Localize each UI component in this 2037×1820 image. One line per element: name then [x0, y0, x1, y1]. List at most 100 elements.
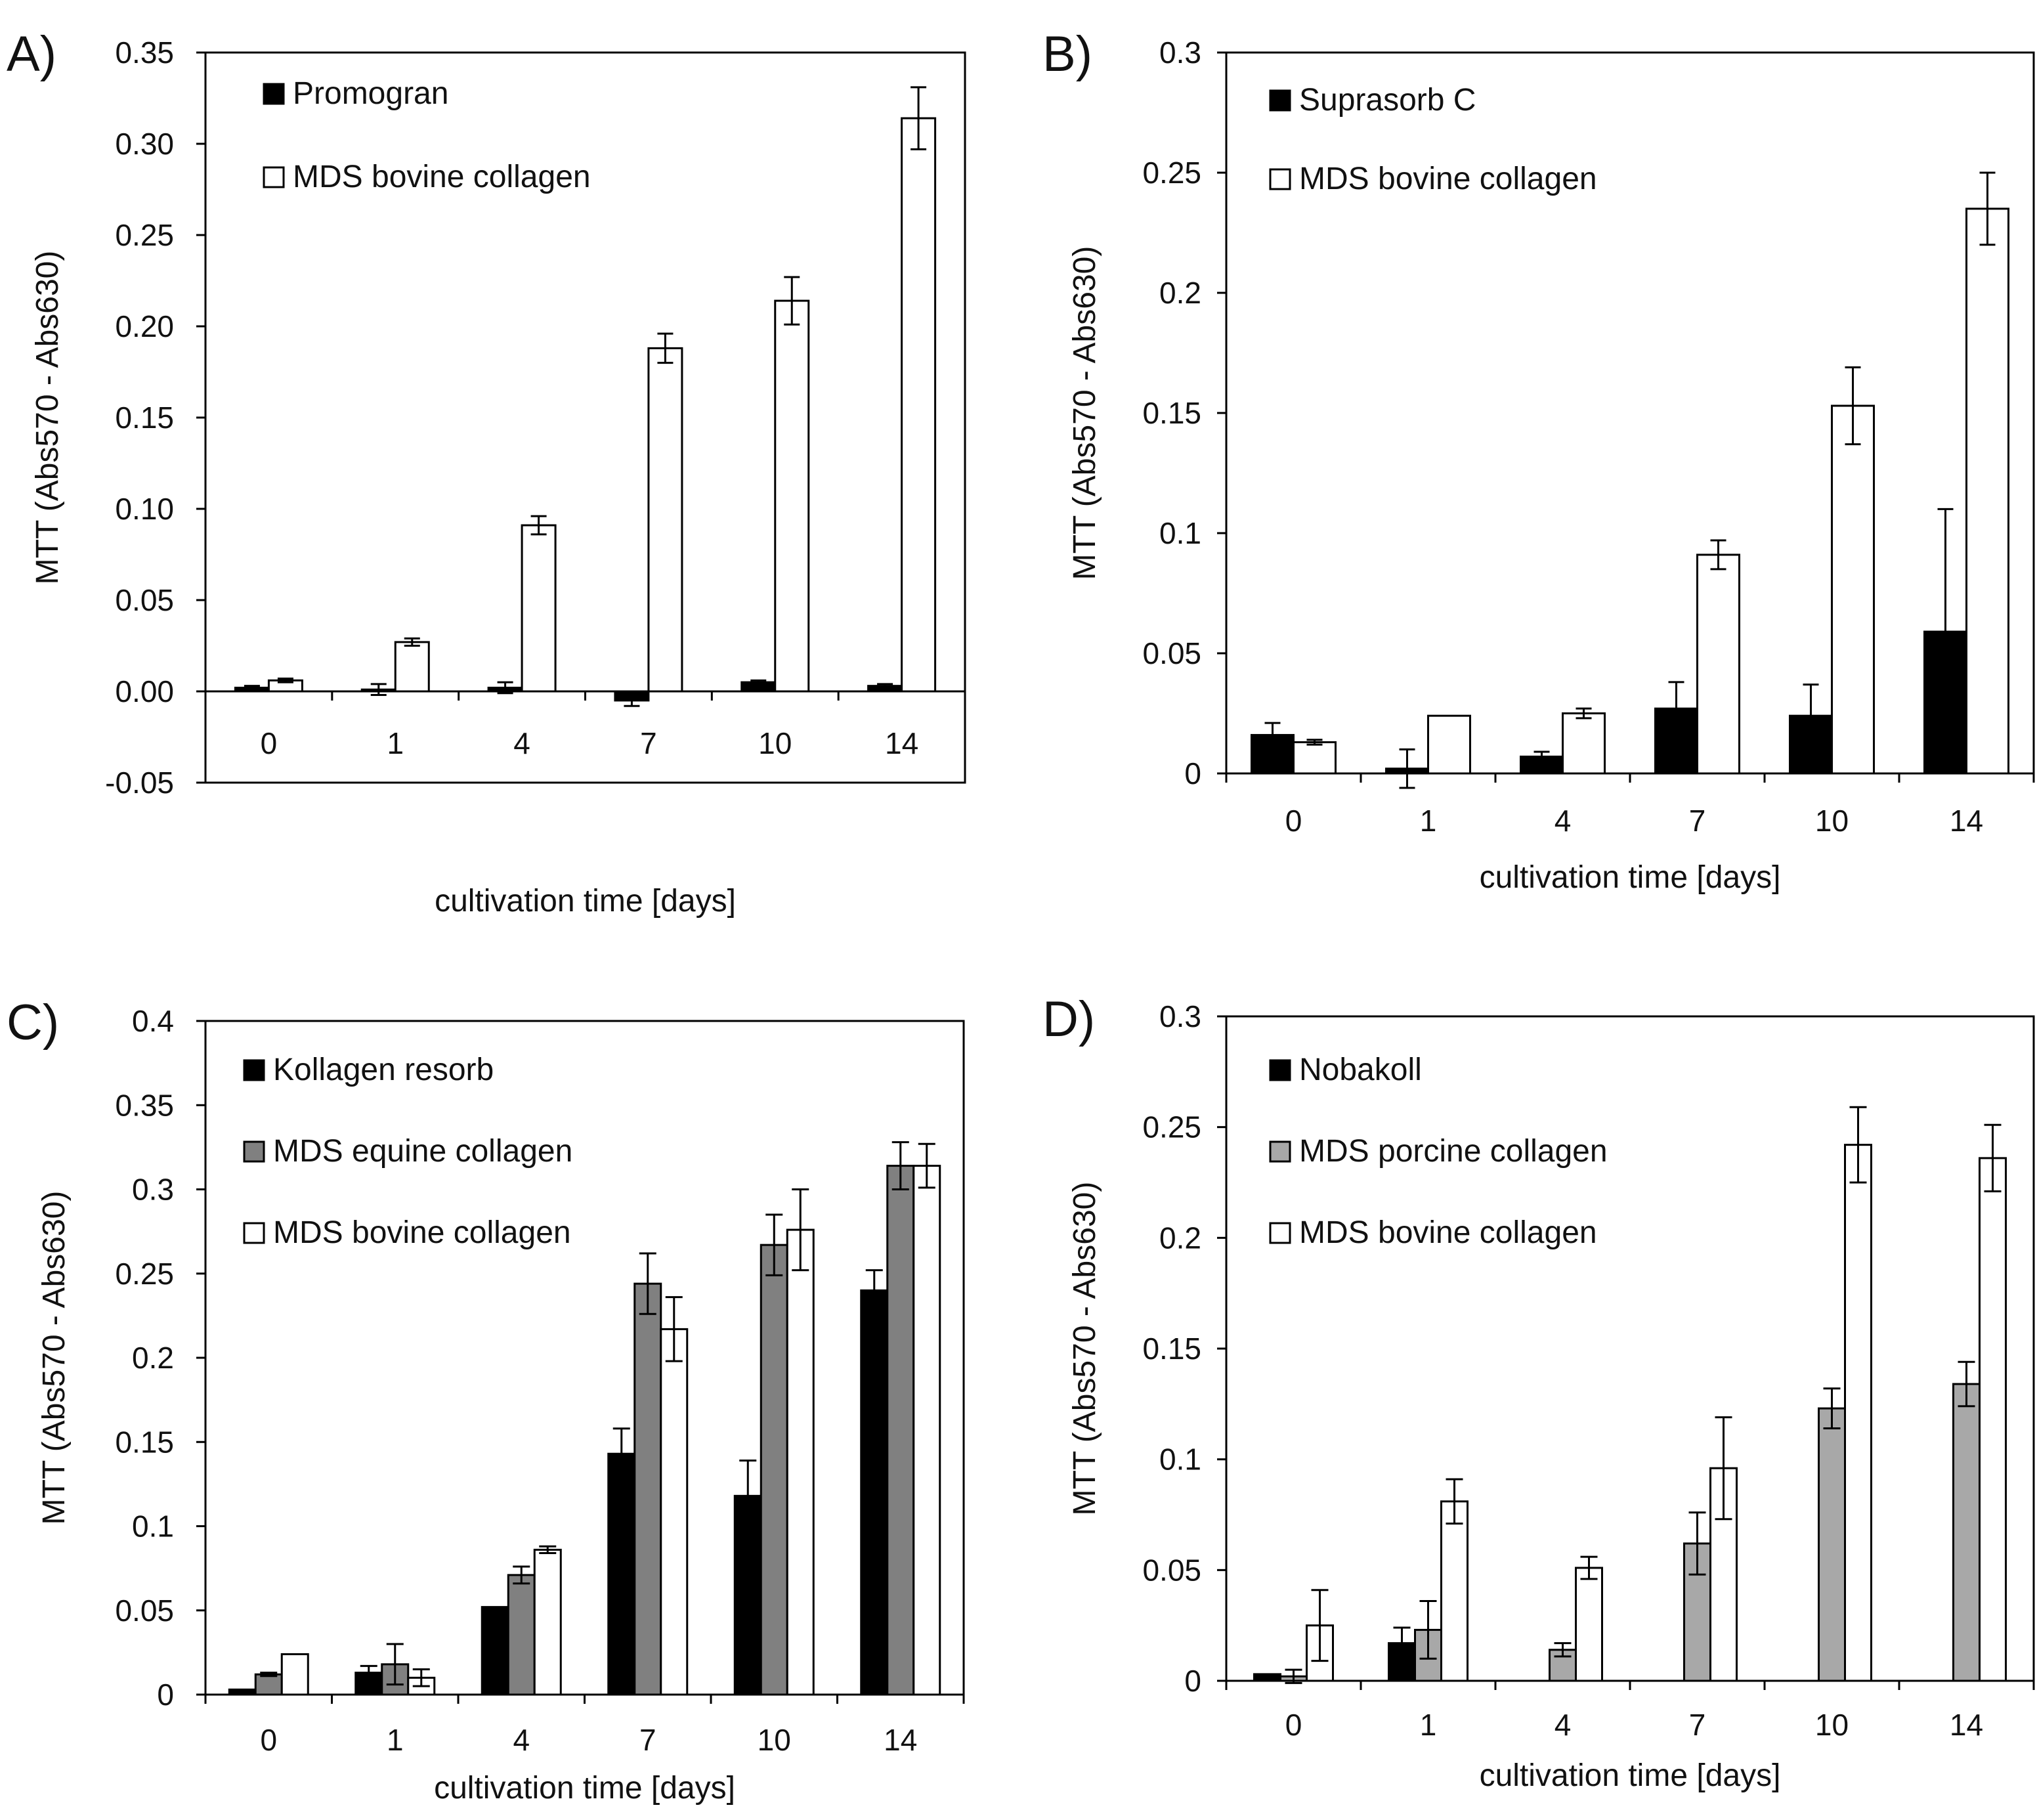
bar-c-s2-c0 [280, 1653, 309, 1696]
x-tick-label: 7 [1689, 1708, 1706, 1742]
bar-c-s1-c0 [254, 1673, 283, 1696]
legend-label: MDS bovine collagen [273, 1215, 571, 1250]
bar-c-s2-c4 [786, 1228, 815, 1696]
y-tick-label: 0.1 [132, 1509, 174, 1544]
x-axis-title: cultivation time [days] [1480, 1758, 1781, 1793]
x-tick-label: 0 [261, 726, 278, 760]
bar-c-s2-c2 [533, 1548, 562, 1696]
panel-label: C) [7, 995, 59, 1051]
bar-c-s2-c5 [912, 1165, 941, 1696]
bar-b-s1-c5 [1965, 207, 2009, 775]
bar-c-s1-c3 [633, 1282, 662, 1696]
y-axis-title: MTT (Abs570 - Abs630) [1067, 1182, 1102, 1516]
y-tick-label: 0 [1184, 756, 1201, 791]
bar-c-s0-c5 [860, 1289, 889, 1696]
x-tick-label: 10 [758, 726, 792, 760]
chart-panel-d: D)00.050.10.150.20.250.30 1 4 7 10 14Nobakoll… [1042, 991, 2035, 1793]
y-axis-title: MTT (Abs570 - Abs630) [1067, 246, 1102, 580]
y-tick-label: 0.15 [1142, 1332, 1201, 1366]
y-tick-label: 0.2 [1159, 276, 1201, 310]
bar-c-s0-c3 [607, 1452, 636, 1696]
legend-swatch [243, 1140, 265, 1163]
y-tick-label: 0.15 [1142, 396, 1201, 430]
legend-label: MDS bovine collagen [1299, 162, 1597, 196]
bar-d-s2-c2 [1575, 1567, 1603, 1682]
panel-label: D) [1042, 991, 1095, 1047]
y-tick-label: 0.3 [1159, 35, 1201, 70]
bar-b-s1-c0 [1293, 741, 1337, 775]
x-tick-label: 14 [1950, 804, 1983, 838]
legend-swatch [263, 166, 285, 188]
bar-d-s1-c5 [1952, 1383, 1981, 1682]
legend-label: MDS bovine collagen [293, 160, 591, 194]
x-tick-label: 10 [1815, 804, 1849, 838]
x-axis-title: cultivation time [days] [435, 884, 736, 919]
bar-b-s1-c2 [1562, 712, 1606, 775]
y-tick-label: 0.05 [1142, 1553, 1201, 1587]
x-axis-title: cultivation time [days] [1480, 860, 1781, 895]
bar-c-s0-c0 [228, 1688, 257, 1696]
y-axis-title: MTT (Abs570 - Abs630) [30, 251, 65, 585]
y-tick-label: 0.25 [1142, 1110, 1201, 1144]
legend-label: Kollagen resorb [273, 1052, 494, 1087]
x-tick-label: 14 [1950, 1708, 1983, 1742]
y-tick-label: 0.00 [115, 674, 174, 708]
y-tick-label: 0.1 [1159, 516, 1201, 550]
y-tick-label: 0.3 [1159, 999, 1201, 1033]
x-tick-label: 4 [513, 1723, 530, 1757]
x-tick-label: 1 [387, 726, 404, 760]
legend-swatch [1269, 89, 1291, 112]
x-tick-label: 1 [1420, 1708, 1437, 1742]
y-tick-label: 0.2 [132, 1341, 174, 1375]
bar-c-s0-c2 [481, 1606, 509, 1696]
bar-c-s1-c4 [760, 1244, 788, 1696]
panel-label: A) [7, 26, 56, 82]
bar-d-s2-c4 [1844, 1144, 1872, 1682]
bar-d-s2-c1 [1440, 1500, 1469, 1682]
plot-frame [1225, 1015, 2035, 1682]
x-tick-label: 14 [885, 726, 918, 760]
plot-frame [1225, 51, 2035, 775]
bar-a-s1-c4 [774, 299, 810, 693]
legend-swatch [243, 1059, 265, 1081]
y-tick-label: 0.10 [115, 492, 174, 526]
legend-swatch [1269, 1140, 1291, 1163]
x-axis-title: cultivation time [days] [434, 1771, 735, 1806]
x-tick-label: 0 [260, 1723, 277, 1757]
legend-label: MDS bovine collagen [1299, 1215, 1597, 1250]
y-tick-label: -0.05 [105, 766, 174, 800]
bar-d-s1-c4 [1818, 1407, 1846, 1682]
y-tick-label: 0.35 [115, 1088, 174, 1122]
legend-label: Nobakoll [1299, 1052, 1422, 1087]
y-tick-label: 0 [1184, 1664, 1201, 1698]
chart-panel-c: C)00.050.10.150.20.250.30.350.40 1 4 7 10 14K… [7, 995, 965, 1806]
y-axis-title: MTT (Abs570 - Abs630) [37, 1191, 72, 1525]
y-tick-label: 0.2 [1159, 1221, 1201, 1255]
y-tick-label: 0.3 [132, 1173, 174, 1207]
y-tick-label: 0.05 [115, 583, 174, 617]
y-tick-label: 0.20 [115, 309, 174, 343]
bar-d-s2-c5 [1979, 1157, 2007, 1682]
x-tick-label: 0 [1285, 804, 1302, 838]
x-tick-label: 7 [1689, 804, 1706, 838]
x-tick-label: 4 [1555, 804, 1572, 838]
y-tick-label: 0.05 [115, 1593, 174, 1628]
y-tick-label: 0.25 [115, 218, 174, 252]
bar-b-s1-c3 [1696, 553, 1740, 775]
y-tick-label: 0.4 [132, 1004, 174, 1038]
x-tick-label: 10 [1815, 1708, 1849, 1742]
bar-a-s1-c1 [394, 641, 430, 693]
x-tick-label: 4 [1555, 1708, 1572, 1742]
legend-swatch [263, 83, 285, 105]
legend-label: MDS equine collagen [273, 1134, 572, 1169]
legend-label: MDS porcine collagen [1299, 1134, 1608, 1169]
x-tick-label: 10 [758, 1723, 791, 1757]
y-tick-label: 0.30 [115, 127, 174, 161]
legend-swatch [1269, 1222, 1291, 1244]
x-tick-label: 4 [513, 726, 530, 760]
y-tick-label: 0.15 [115, 401, 174, 435]
bar-b-s1-c1 [1427, 714, 1471, 775]
legend-swatch [243, 1222, 265, 1244]
y-tick-label: 0.05 [1142, 636, 1201, 670]
